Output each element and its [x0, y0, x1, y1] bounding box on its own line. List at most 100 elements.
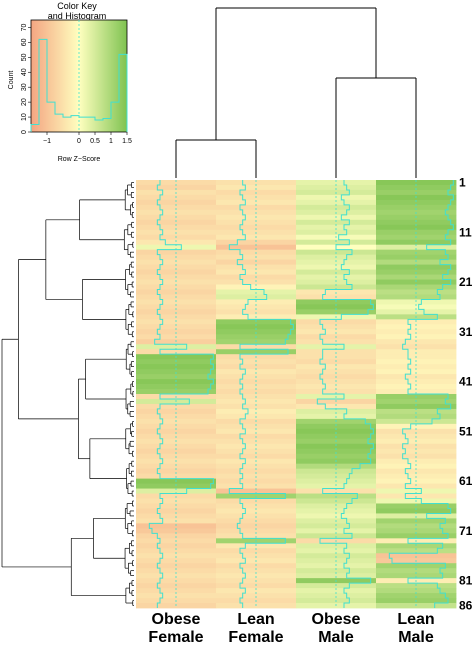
heatmap-cell [376, 224, 457, 231]
heatmap-cell [296, 239, 377, 246]
heatmap-cell [136, 443, 217, 450]
heatmap-cell [296, 483, 377, 489]
heatmap-cell [296, 384, 377, 390]
heatmap-cell [296, 448, 377, 455]
column-label: Female [148, 629, 203, 646]
heatmap-cell [216, 448, 297, 455]
heatmap-cell [296, 428, 377, 435]
heatmap-cell [376, 319, 457, 325]
heatmap-cell [216, 329, 297, 335]
heatmap-cell [296, 279, 377, 285]
heatmap-cell [216, 488, 297, 494]
heatmap-cell [376, 184, 457, 191]
heatmap-cell [216, 384, 297, 390]
color-key-histogram-line [30, 38, 128, 132]
heatmap-cell [136, 344, 217, 350]
heatmap-cell [296, 389, 377, 395]
heatmap-cell [136, 389, 217, 395]
column-dendrogram [175, 7, 417, 178]
heatmap-cell [136, 483, 217, 489]
heatmap-cell [376, 219, 457, 226]
heatmap-cell [376, 468, 457, 475]
heatmap-cell [296, 180, 377, 186]
color-key-y-tick-label: 70 [21, 23, 28, 31]
heatmap-cell [136, 528, 217, 534]
color-key-ylabel: Count [8, 71, 15, 90]
heatmap-cell [216, 279, 297, 285]
heatmap-cell [136, 508, 217, 514]
heatmap-cell [376, 204, 457, 211]
heatmap-cell [136, 428, 217, 435]
heatmap-cell [136, 324, 217, 330]
color-key-y-tick-label: 60 [21, 38, 28, 46]
heatmap-cell [216, 369, 297, 375]
row-tick-label: 61 [459, 474, 473, 488]
heatmap-cell [296, 593, 377, 599]
heatmap-cell [376, 389, 457, 395]
heatmap-cell [296, 503, 377, 509]
heatmap-cell [376, 264, 457, 270]
heatmap-cell [376, 503, 457, 509]
heatmap-cell [296, 284, 377, 290]
heatmap-cell [376, 508, 457, 514]
color-key-y-tick-label: 20 [21, 98, 28, 106]
heatmap-cell [296, 508, 377, 514]
heatmap-cell [216, 408, 297, 415]
color-key-x-tick-label: −1 [43, 138, 51, 145]
row-tick-label: 11 [459, 225, 472, 239]
heatmap-cell [136, 239, 217, 246]
heatmap-cell [376, 423, 457, 430]
heatmap-traces [148, 180, 454, 608]
heatmap-cell [216, 299, 297, 305]
row-dendrogram [1, 182, 134, 606]
heatmap-cell [136, 463, 217, 470]
color-key-x-tick-label: 1.5 [122, 138, 132, 145]
color-key-y-tick-label: 40 [21, 68, 28, 76]
heatmap-cell [136, 548, 217, 554]
heatmap-cell [296, 443, 377, 450]
heatmap-cell [216, 319, 297, 325]
heatmap-cell [136, 244, 217, 251]
heatmap-cell [216, 503, 297, 509]
heatmap-cell [136, 369, 217, 375]
heatmap-cell [376, 329, 457, 335]
heatmap-cell [376, 349, 457, 355]
heatmap-cell [296, 463, 377, 470]
row-tick-label: 51 [459, 424, 473, 438]
heatmap-cell [216, 483, 297, 489]
heatmap-cell [376, 284, 457, 290]
heatmap-cell [136, 488, 217, 494]
heatmap-cell [376, 523, 457, 529]
heatmap-cell [376, 553, 457, 559]
heatmap-cell [136, 284, 217, 290]
heatmap-cell [296, 299, 377, 305]
heatmap-cell [376, 324, 457, 330]
heatmap-cell [136, 349, 217, 355]
column-label: Lean [397, 611, 434, 628]
heatmap-cell [216, 389, 297, 395]
heatmap-cell [136, 503, 217, 509]
row-tick-label: 21 [459, 275, 473, 289]
heatmap-cell [136, 593, 217, 599]
heatmap-cell [376, 408, 457, 415]
heatmap-cell [296, 304, 377, 310]
heatmap-cell [136, 180, 217, 186]
heatmap-cell [216, 468, 297, 475]
heatmap-cell [296, 364, 377, 370]
heatmap-cell [376, 384, 457, 390]
heatmap-cell [376, 259, 457, 266]
color-key: Color Key and Histogram −1 0 0.5 1 1.5 0 10 20 3… [8, 1, 132, 163]
heatmap-cell [136, 319, 217, 325]
heatmap-cell [216, 344, 297, 350]
heatmap-cell [136, 448, 217, 455]
row-tick-label: 41 [459, 375, 473, 389]
heatmap-cell [296, 548, 377, 554]
color-key-xlabel: Row Z−Score [58, 156, 101, 163]
color-key-axes: −1 0 0.5 1 1.5 0 10 20 30 40 50 60 70 [21, 23, 132, 145]
trace-line [148, 180, 214, 608]
heatmap-cell [376, 573, 457, 579]
heatmap-cell [296, 568, 377, 574]
heatmap-cell [216, 224, 297, 231]
